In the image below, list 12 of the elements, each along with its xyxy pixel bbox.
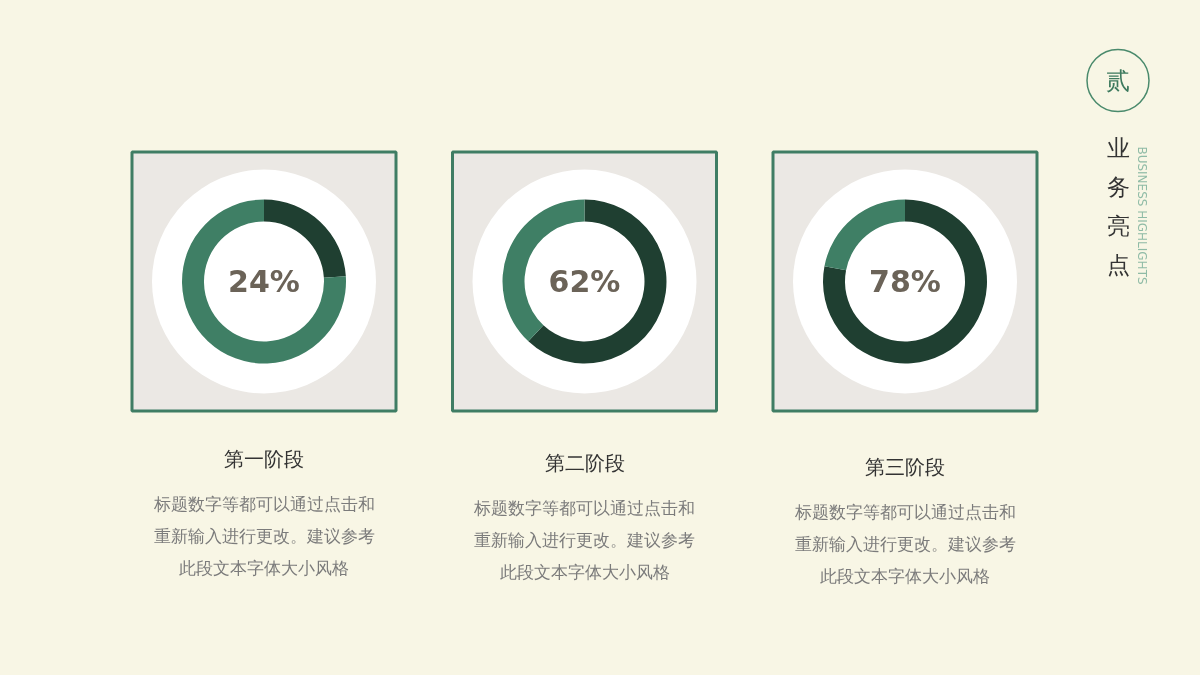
text: 标题数字等都可以通过点击和重新输入进行更改。建议参考此段文本字体大小风格	[793, 501, 1016, 586]
text: 第三阶段	[865, 454, 945, 479]
text: 业务亮点	[1106, 134, 1130, 278]
text: 标题数字等都可以通过点击和重新输入进行更改。建议参考此段文本字体大小风格	[152, 493, 375, 578]
data-label: 24%	[228, 264, 300, 299]
data-label: 62%	[548, 264, 621, 299]
data-label: 78%	[869, 264, 941, 299]
text: BUSINESS HIGHLIGHTS	[1135, 146, 1149, 285]
text: 标题数字等都可以通过点击和重新输入进行更改。建议参考此段文本字体大小风格	[473, 497, 695, 582]
text: 第一阶段	[224, 446, 304, 471]
text: 第二阶段	[544, 450, 625, 475]
text: 贰	[1106, 66, 1130, 95]
